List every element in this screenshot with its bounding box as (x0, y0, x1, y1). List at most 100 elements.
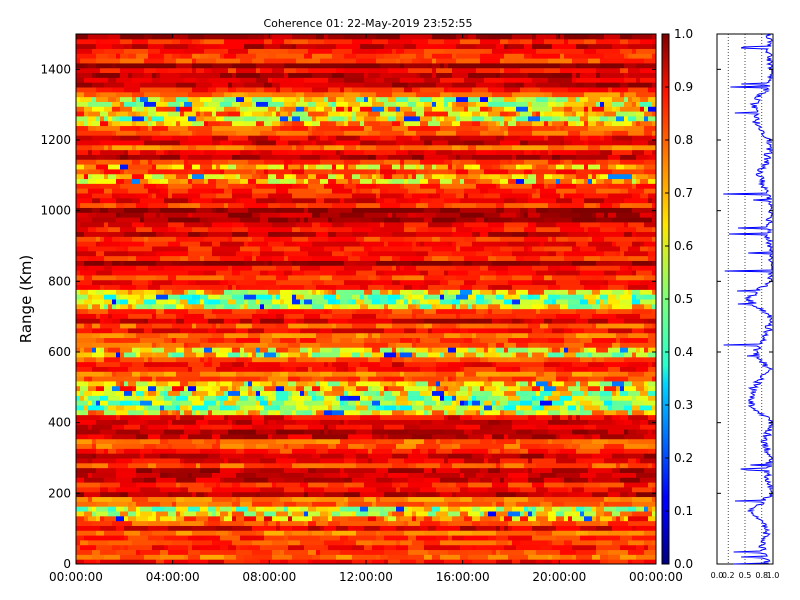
heatmap-cell (540, 501, 553, 507)
heatmap-cell (264, 96, 273, 102)
heatmap-cell (460, 385, 469, 392)
heatmap-cell (332, 250, 345, 257)
heatmap-cell (560, 178, 573, 184)
heatmap-cell (348, 265, 373, 271)
heatmap-cell (312, 366, 337, 372)
heatmap-cell (560, 115, 569, 122)
heatmap-cell (400, 193, 405, 199)
heatmap-cell (488, 395, 501, 401)
heatmap-cell (648, 173, 657, 180)
heatmap-cell (616, 400, 629, 406)
heatmap-cell (520, 361, 545, 367)
heatmap-cell (380, 414, 405, 420)
heatmap-cell (592, 405, 601, 411)
heatmap-cell (424, 308, 437, 314)
heatmap-cell (204, 149, 217, 155)
heatmap-cell (616, 506, 629, 512)
heatmap-cell (480, 511, 485, 517)
heatmap-cell (460, 462, 477, 469)
heatmap-cell (236, 279, 257, 286)
heatmap-cell (624, 419, 633, 425)
heatmap-cell (172, 260, 181, 266)
heatmap-cell (488, 520, 501, 526)
heatmap-cell (172, 135, 189, 141)
heatmap-cell (420, 207, 425, 213)
heatmap-cell (620, 462, 625, 469)
heatmap-cell (176, 159, 185, 165)
heatmap-cell (500, 303, 513, 310)
heatmap-cell (292, 144, 297, 151)
heatmap-cell (176, 337, 201, 343)
heatmap-cell (592, 289, 601, 295)
heatmap-cell (464, 299, 477, 305)
heatmap-cell (80, 347, 85, 353)
heatmap-cell (216, 486, 241, 493)
heatmap-cell (612, 525, 633, 531)
heatmap-cell (508, 477, 513, 483)
heatmap-cell (108, 303, 113, 310)
heatmap-cell (328, 154, 341, 160)
heatmap-cell (408, 462, 417, 469)
heatmap-cell (96, 559, 101, 565)
heatmap-cell (472, 361, 493, 367)
heatmap-cell (204, 347, 213, 353)
heatmap-cell (300, 515, 313, 522)
heatmap-cell (332, 168, 353, 175)
heatmap-cell (376, 91, 393, 98)
heatmap-cell (476, 380, 485, 387)
heatmap-cell (272, 144, 293, 151)
heatmap-cell (456, 400, 461, 406)
heatmap-cell (228, 159, 249, 165)
heatmap-cell (336, 270, 357, 276)
heatmap-cell (112, 87, 125, 93)
heatmap-cell (100, 183, 121, 189)
heatmap-cell (256, 491, 261, 498)
heatmap-cell (312, 294, 325, 300)
heatmap-cell (644, 347, 649, 353)
heatmap-cell (232, 318, 241, 324)
heatmap-cell (256, 390, 261, 396)
heatmap-cell (468, 327, 489, 334)
heatmap-cell (372, 400, 381, 406)
heatmap-cell (124, 530, 141, 536)
heatmap-cell (428, 178, 441, 184)
heatmap-cell (456, 303, 461, 310)
heatmap-cell (136, 511, 141, 517)
heatmap-cell (552, 433, 557, 440)
heatmap-cell (596, 125, 613, 131)
heatmap-cell (404, 159, 421, 165)
heatmap-cell (92, 332, 101, 339)
heatmap-cell (444, 409, 449, 416)
heatmap-cell (324, 361, 329, 367)
heatmap-cell (412, 539, 425, 546)
heatmap-cell (424, 106, 433, 112)
heatmap-cell (404, 183, 421, 189)
heatmap-cell (132, 120, 137, 127)
heatmap-cell (624, 231, 633, 237)
heatmap-cell (468, 347, 477, 353)
heatmap-cell (520, 87, 529, 93)
heatmap-cell (648, 380, 657, 387)
heatmap-cell (380, 347, 393, 353)
heatmap-cell (476, 231, 481, 237)
heatmap-cell (476, 303, 489, 310)
heatmap-cell (572, 178, 577, 184)
heatmap-cell (468, 144, 477, 151)
heatmap-cell (536, 559, 545, 565)
heatmap-cell (352, 482, 365, 488)
heatmap-cell (652, 217, 657, 223)
heatmap-cell (180, 482, 205, 488)
heatmap-cell (456, 241, 473, 247)
heatmap-cell (256, 400, 261, 406)
heatmap-cell (400, 482, 409, 488)
heatmap-cell (456, 193, 465, 199)
heatmap-cell (564, 193, 573, 199)
heatmap-cell (600, 149, 613, 155)
heatmap-cell (176, 448, 201, 454)
heatmap-cell (608, 279, 621, 286)
heatmap-cell (404, 130, 417, 136)
heatmap-cell (628, 515, 637, 522)
heatmap-cell (364, 443, 377, 449)
heatmap-cell (544, 356, 549, 363)
heatmap-cell (140, 135, 153, 141)
